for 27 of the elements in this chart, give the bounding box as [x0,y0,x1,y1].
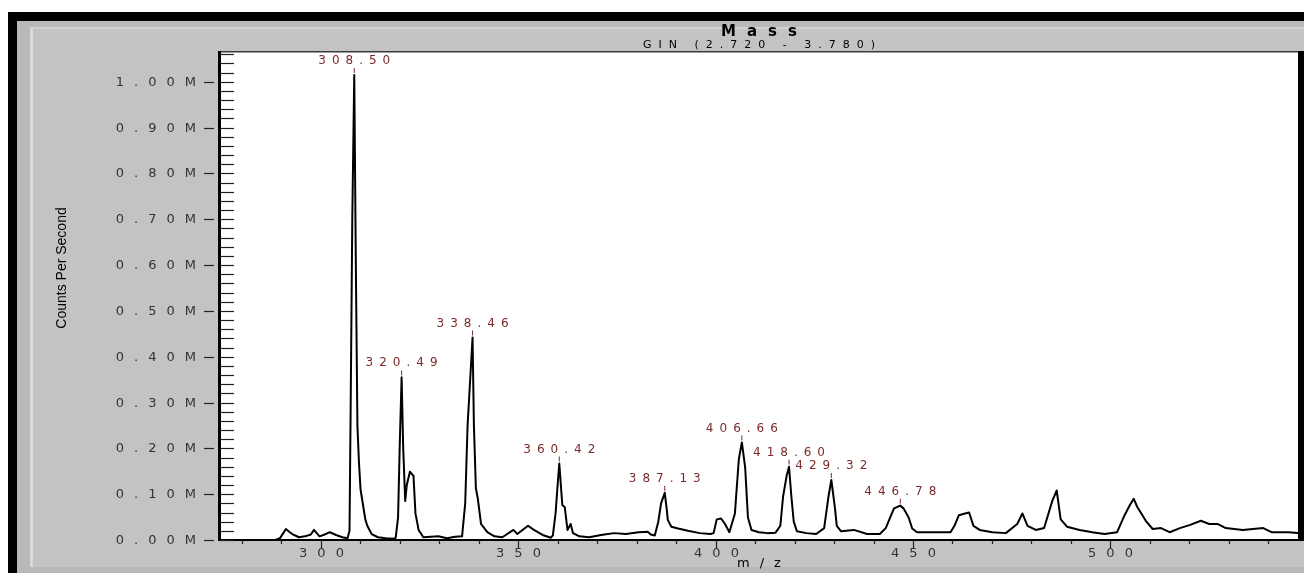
annotation: 418.60 [753,444,832,459]
y-tick-label: 0.80M [115,164,206,180]
annotation: 446.78 [864,483,943,498]
x-tick-label: 350 [496,545,551,561]
y-tick-label: 0.90M [115,119,206,135]
y-axis-title: Counts Per Second [52,207,69,329]
x-tick-label: 300 [299,545,354,561]
y-tick-label: 1.00M [115,73,206,89]
y-tick-label: 0.30M [115,394,206,410]
x-tick-label: 450 [891,545,946,561]
chart-subtitle: GIN (2.720 - 3.780) [642,37,883,51]
annotation: 429.32 [795,458,874,473]
annotation: 320.49 [365,355,444,370]
y-tick-label: 0.10M [115,485,206,501]
annotation: 406.66 [705,420,784,435]
y-tick-label: 0.50M [115,302,206,318]
annotation: 338.46 [436,315,515,330]
annotation: 387.13 [628,470,707,485]
y-tick-label: 0.60M [115,256,206,272]
y-tick-label: 0.40M [115,348,206,364]
x-tick-label: 500 [1088,545,1143,561]
chart-title: Mass [721,21,808,40]
annotation: 360.42 [523,441,602,456]
annotation: 308.50 [318,53,397,68]
y-tick-label: 0.70M [115,210,206,226]
y-tick-label: 0.20M [115,439,206,455]
y-tick-label: 0.00M [115,531,206,547]
